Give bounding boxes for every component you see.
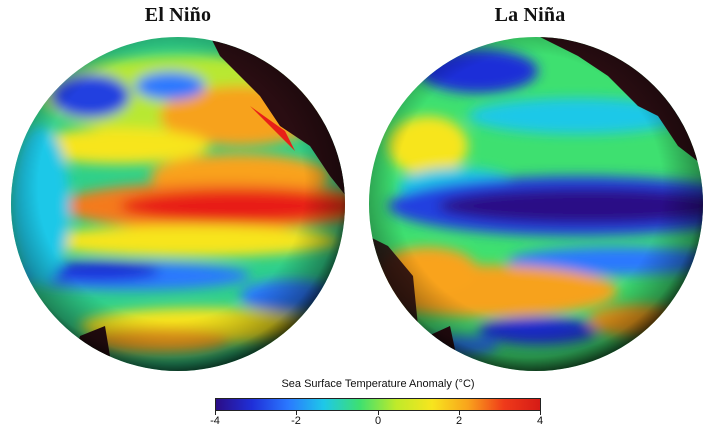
colorbar-tick-label: 0 bbox=[374, 415, 382, 427]
el-nino-title: El Niño bbox=[144, 4, 212, 26]
colorbar-tick bbox=[378, 411, 379, 415]
la-nina-globe-map bbox=[369, 37, 703, 371]
colorbar-tick bbox=[459, 411, 460, 415]
colorbar-tick bbox=[540, 411, 541, 415]
la-nina-title: La Niña bbox=[494, 4, 566, 26]
colorbar-tick-label: -4 bbox=[210, 415, 220, 427]
colorbar-title: Sea Surface Temperature Anomaly (°C) bbox=[281, 378, 475, 390]
colorbar-tick bbox=[296, 411, 297, 415]
colorbar-tick bbox=[215, 411, 216, 415]
colorbar-tick-label: 4 bbox=[536, 415, 544, 427]
el-nino-globe-map bbox=[11, 37, 345, 371]
colorbar-tick-label: 2 bbox=[455, 415, 463, 427]
temperature-colorbar bbox=[215, 398, 541, 411]
colorbar-tick-label: -2 bbox=[291, 415, 301, 427]
